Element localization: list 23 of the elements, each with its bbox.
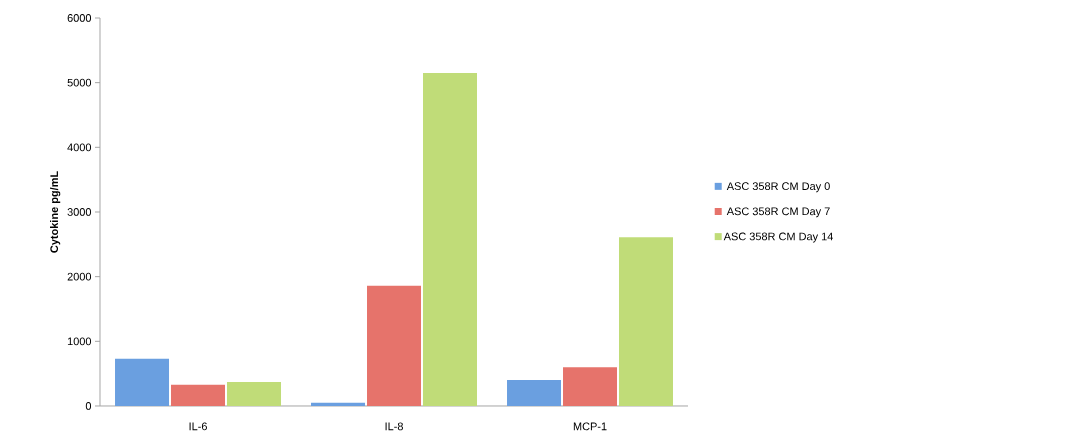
- bar: [171, 384, 226, 406]
- x-tick-label: IL-6: [189, 422, 207, 431]
- bar: [563, 367, 618, 406]
- y-tick-label: 1000: [67, 337, 92, 346]
- x-tick-label: IL-8: [385, 422, 403, 431]
- y-tick-label: 6000: [67, 14, 92, 22]
- y-tick-label: 5000: [67, 78, 92, 87]
- bar: [423, 72, 477, 406]
- legend-label: ASC 358R CM Day 0: [726, 182, 830, 193]
- y-axis-title: Cytokine pg/mL: [50, 171, 61, 253]
- legend-label: ASC 358R CM Day 14: [723, 232, 833, 243]
- bar: [619, 237, 673, 406]
- bar: [367, 285, 422, 406]
- y-tick-label: 2000: [67, 272, 92, 281]
- bar: [507, 380, 562, 406]
- y-tick-label: 0: [85, 402, 92, 410]
- bar: [227, 382, 281, 406]
- y-tick-label: 4000: [67, 143, 92, 152]
- x-tick-label: MCP-1: [573, 422, 607, 431]
- bar: [311, 402, 366, 406]
- bar: [115, 358, 170, 406]
- legend-label: ASC 358R CM Day 7: [726, 207, 830, 218]
- y-tick-label: 3000: [67, 208, 92, 216]
